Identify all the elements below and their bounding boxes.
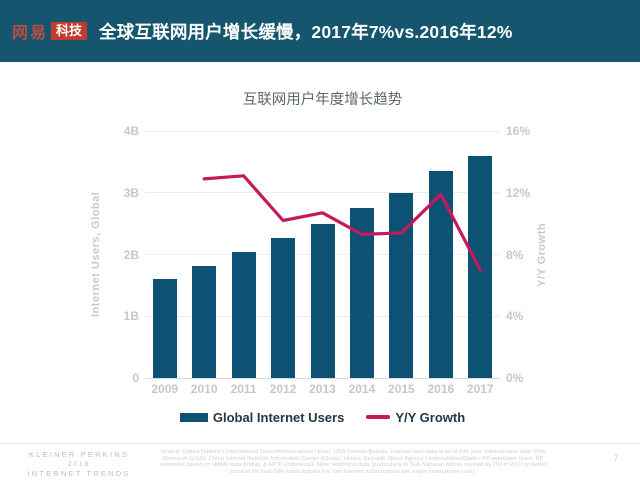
chart-legend: Global Internet Users Y/Y Growth <box>145 407 500 427</box>
left-axis-tick: 3B <box>123 185 139 200</box>
x-axis-tick: 2010 <box>190 382 218 396</box>
slide-headline: 全球互联网用户增长缓慢，2017年7%vs.2016年12% <box>99 21 513 42</box>
left-axis-tick: 4B <box>123 124 139 138</box>
right-axis-tick: 8% <box>506 247 524 262</box>
page-number: 7 <box>613 453 619 463</box>
legend-label: Y/Y Growth <box>395 409 466 425</box>
right-axis-tick: 12% <box>506 185 531 200</box>
line-series-swatch <box>366 415 391 419</box>
left-axis-tick: 2B <box>123 247 139 262</box>
right-axis-tick: 4% <box>506 309 524 324</box>
gridline <box>145 130 500 132</box>
bar-2010 <box>192 265 217 378</box>
bar-2012 <box>271 238 296 378</box>
x-axis-tick: 2015 <box>388 382 415 396</box>
chart-title: 互联网用户年度增长趋势 <box>242 92 403 108</box>
footer: KLEINER PERKINS 2018 INTERNET TRENDS Sou… <box>0 443 640 480</box>
x-axis-tick: 2011 <box>230 382 257 396</box>
netease-logo-text: 网易 <box>12 25 49 42</box>
legend-label: Global Internet Users <box>212 409 345 425</box>
brand-line: INTERNET TRENDS <box>27 469 131 478</box>
header-bar: 网易 科技 全球互联网用户增长缓慢，2017年7%vs.2016年12% <box>0 0 640 62</box>
bar-2016 <box>428 170 453 378</box>
bar-2013 <box>310 223 335 378</box>
netease-tech-logo: 网易 科技 <box>12 19 88 43</box>
brand-line: KLEINER PERKINS <box>28 450 130 459</box>
bar-2014 <box>349 208 374 378</box>
left-axis-tick: 1B <box>123 309 139 324</box>
yy-growth-line <box>202 174 482 272</box>
left-axis-tick: 0 <box>132 371 139 385</box>
bar-series-swatch <box>179 412 208 422</box>
x-axis-tick: 2009 <box>151 382 179 396</box>
legend-item-internet-users: Global Internet Users <box>179 409 345 425</box>
x-axis-tick: 2016 <box>427 382 455 396</box>
source-note: Source: United Nations / International T… <box>159 449 547 475</box>
x-axis-tick: 2013 <box>309 382 336 396</box>
right-axis-tick: 16% <box>506 124 531 138</box>
bar-2011 <box>231 252 256 378</box>
gridline <box>145 377 500 379</box>
bar-2009 <box>152 279 177 378</box>
kleiner-perkins-brand: KLEINER PERKINS 2018 INTERNET TRENDS <box>14 450 144 478</box>
brand-line: 2018 <box>67 460 91 468</box>
x-axis-tick: 2017 <box>466 382 494 396</box>
x-axis-tick: 2012 <box>269 382 297 396</box>
right-axis-tick: 0% <box>506 371 524 385</box>
x-axis-tick: 2014 <box>348 382 376 396</box>
gridline <box>145 192 500 194</box>
plot-area: 4B 16% 3B 12% 2B 8% 1B 4% 0 0% 2009 2010 2011 2012 201… <box>124 124 530 396</box>
legend-item-yy-growth: Y/Y Growth <box>366 410 465 425</box>
tech-badge: 科技 <box>51 22 88 40</box>
